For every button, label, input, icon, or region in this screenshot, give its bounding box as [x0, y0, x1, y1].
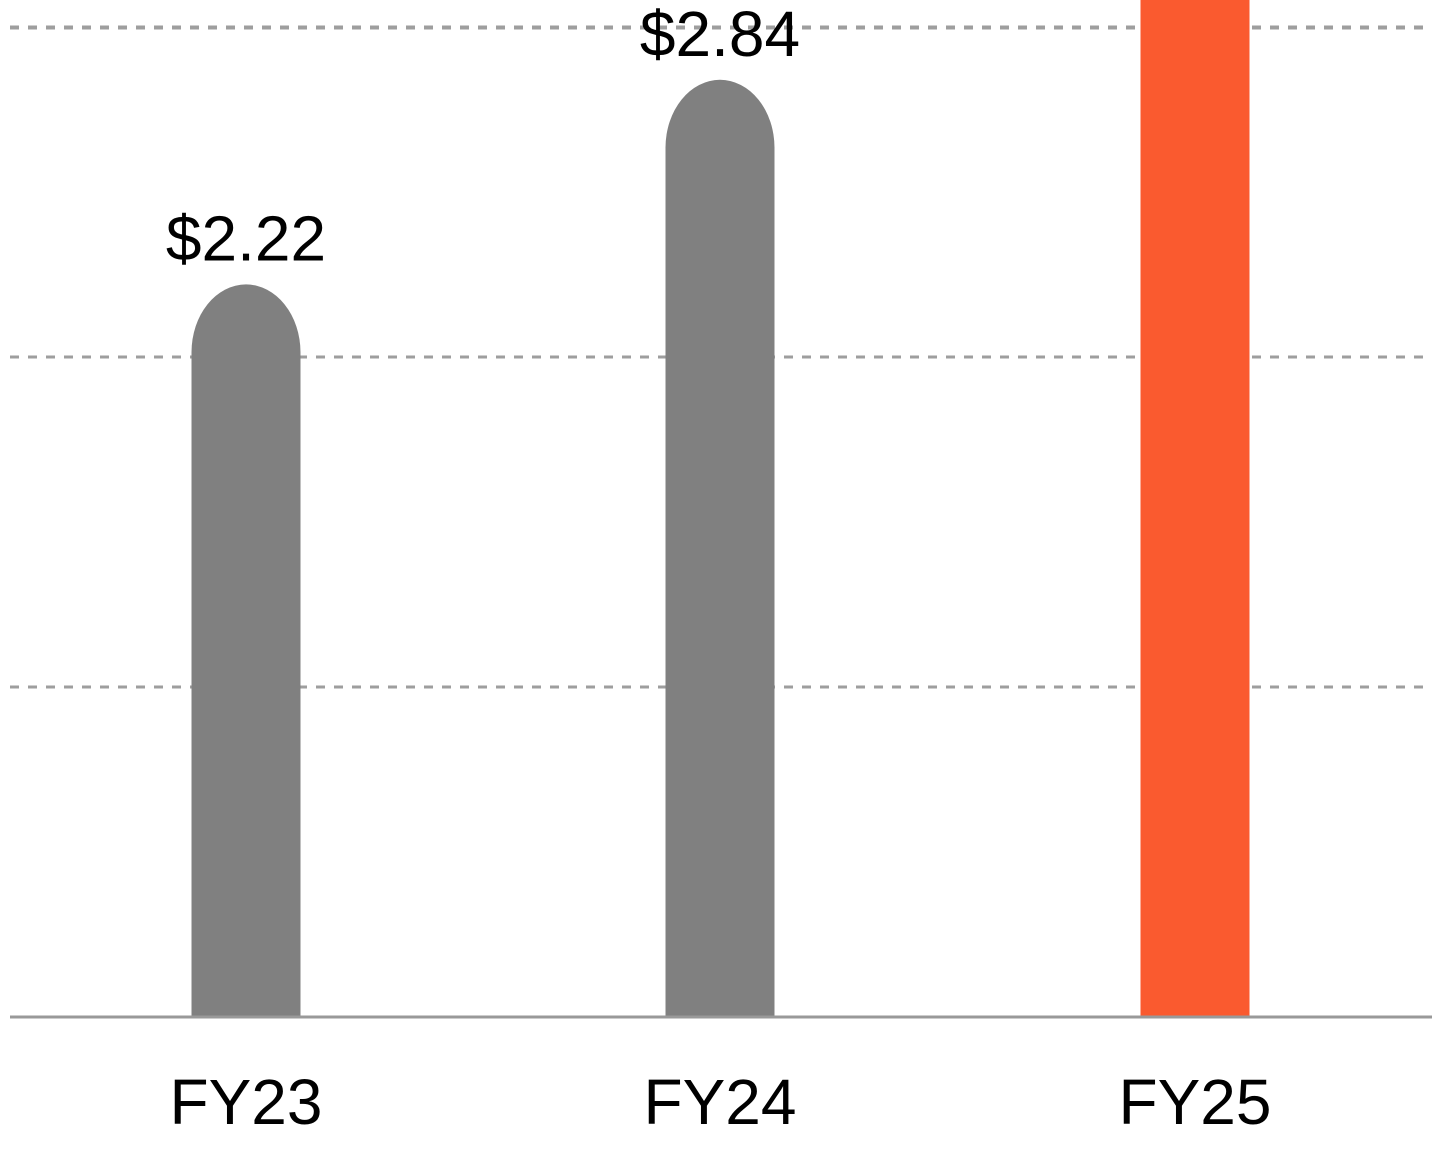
value-labels: $2.22$2.84$3.34 [166, 0, 800, 274]
x-tick-label-FY23: FY23 [170, 1066, 323, 1138]
bar-FY25 [1140, 0, 1250, 1017]
x-tick-label-FY25: FY25 [1119, 1066, 1272, 1138]
value-label-FY24: $2.84 [640, 0, 800, 70]
bars [191, 0, 1250, 1018]
value-label-FY23: $2.22 [166, 202, 326, 274]
x-tick-labels: FY23 FY24 FY25 [170, 1066, 1272, 1138]
bar-FY23 [191, 284, 301, 1017]
x-tick-label-FY24: FY24 [644, 1066, 797, 1138]
bar-FY24 [665, 79, 775, 1018]
